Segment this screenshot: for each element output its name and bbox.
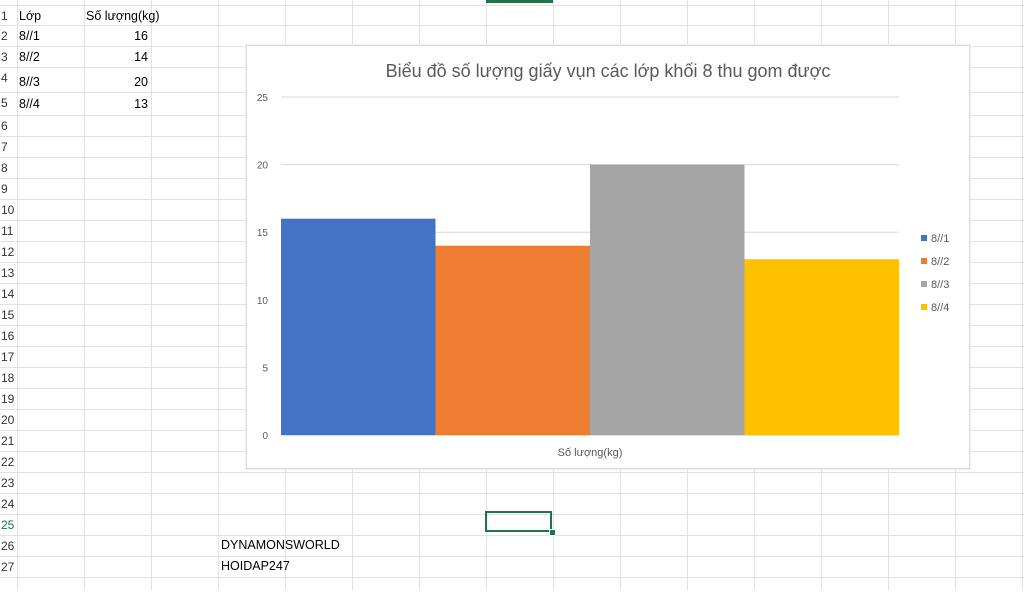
row-header[interactable]: 20	[1, 413, 15, 427]
cell-a5[interactable]: 8//4	[19, 97, 40, 111]
chart-title: Biểu đồ số lượng giấy vụn các lớp khối 8…	[386, 61, 831, 81]
cell-a3[interactable]: 8//2	[19, 50, 40, 64]
cell-note-1[interactable]: DYNAMONSWORLD	[221, 538, 340, 552]
row-header[interactable]: 23	[1, 476, 15, 490]
row-header[interactable]: 6	[1, 119, 8, 133]
row-header[interactable]: 16	[1, 329, 15, 343]
y-tick-label: 20	[257, 161, 269, 172]
row-header[interactable]: 8	[1, 161, 8, 175]
y-tick-label: 5	[262, 363, 268, 374]
legend-label: 8//3	[931, 279, 949, 291]
y-tick-label: 10	[257, 296, 269, 307]
row-header[interactable]: 27	[1, 560, 15, 574]
row-header[interactable]: 4	[1, 71, 8, 85]
y-tick-label: 25	[257, 93, 269, 104]
cell-b3[interactable]: 14	[134, 50, 148, 64]
legend-label: 8//4	[931, 302, 949, 314]
row-header[interactable]: 5	[1, 96, 8, 110]
cell-note-2[interactable]: HOIDAP247	[221, 559, 290, 573]
bar-8--1[interactable]	[281, 218, 436, 435]
row-header[interactable]: 7	[1, 140, 8, 154]
row-header[interactable]: 17	[1, 350, 15, 364]
cell-a4[interactable]: 8//3	[19, 75, 40, 89]
active-cell-selection[interactable]	[485, 511, 552, 532]
row-header[interactable]: 25	[1, 518, 15, 532]
cell-b5[interactable]: 13	[134, 97, 148, 111]
row-header[interactable]: 11	[1, 224, 14, 238]
row-header[interactable]: 14	[1, 287, 15, 301]
y-tick-label: 15	[257, 228, 269, 239]
row-header[interactable]: 15	[1, 308, 15, 322]
row-header[interactable]: 3	[1, 50, 8, 64]
cell-b2[interactable]: 16	[134, 29, 148, 43]
cell-a1-header[interactable]: Lớp	[19, 9, 42, 23]
cell-b4[interactable]: 20	[134, 75, 148, 89]
chart-canvas: Biểu đồ số lượng giấy vụn các lớp khối 8…	[257, 61, 949, 459]
row-header[interactable]: 19	[1, 392, 15, 406]
cell-b1-header[interactable]: Số lượng(kg)	[86, 9, 160, 23]
fill-handle[interactable]	[549, 529, 556, 536]
x-axis-category-label: Số lượng(kg)	[558, 447, 623, 459]
cell-a2[interactable]: 8//1	[19, 29, 40, 43]
bar-chart[interactable]: Biểu đồ số lượng giấy vụn các lớp khối 8…	[246, 45, 970, 469]
row-header[interactable]: 9	[1, 182, 8, 196]
row-header[interactable]: 21	[1, 434, 15, 448]
row-header[interactable]: 10	[1, 203, 15, 217]
row-header[interactable]: 22	[1, 455, 15, 469]
column-selection-marker	[486, 0, 553, 3]
row-header[interactable]: 2	[1, 29, 8, 43]
row-header[interactable]: 12	[1, 245, 15, 259]
bar-8--4[interactable]	[744, 259, 900, 435]
row-header[interactable]: 26	[1, 539, 15, 553]
bar-8--2[interactable]	[435, 245, 591, 435]
row-header[interactable]: 1	[1, 9, 8, 23]
y-tick-label: 0	[262, 431, 268, 442]
row-header[interactable]: 13	[1, 266, 15, 280]
row-header[interactable]: 24	[1, 497, 15, 511]
legend-swatch	[921, 258, 927, 264]
row-header[interactable]: 18	[1, 371, 15, 385]
legend-swatch	[921, 235, 927, 241]
legend-swatch	[921, 304, 927, 310]
bar-8--3[interactable]	[590, 164, 745, 435]
legend-swatch	[921, 281, 927, 287]
legend-label: 8//2	[931, 256, 949, 268]
legend-label: 8//1	[931, 233, 949, 245]
